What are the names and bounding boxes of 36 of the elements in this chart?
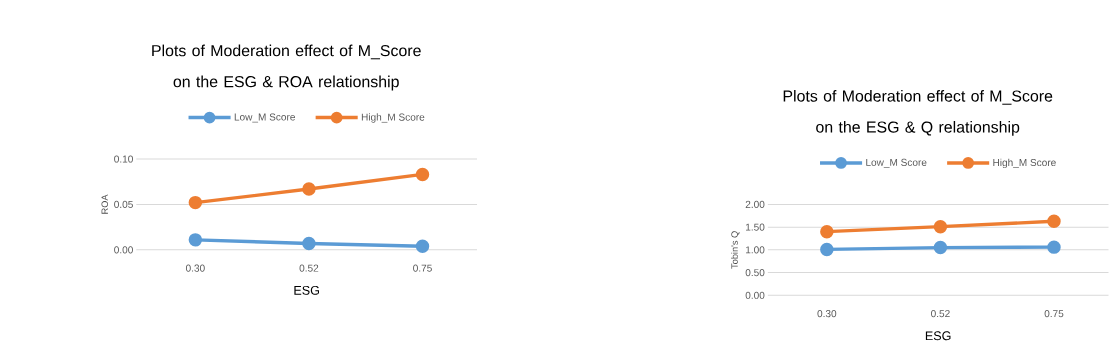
point <box>933 240 948 255</box>
x-tick-label: 0.52 <box>931 310 950 318</box>
point <box>933 219 948 234</box>
point <box>415 239 430 253</box>
point <box>188 195 203 210</box>
legend-label: High_M Score <box>993 158 1056 169</box>
y-tick-label: 1.50 <box>746 223 765 231</box>
y-tick-label: 0.00 <box>114 246 133 254</box>
x-axis-title: ESG <box>294 285 319 295</box>
point <box>302 182 316 196</box>
point <box>1047 240 1061 254</box>
y-tick-label: 1.00 <box>746 246 765 254</box>
legend-label: Low_M Score <box>866 158 927 168</box>
point <box>302 236 316 251</box>
point <box>188 233 203 247</box>
y-tick-label: 2.00 <box>745 200 765 208</box>
x-tick-label: 0.75 <box>1044 310 1064 318</box>
x-tick-label: 0.52 <box>299 264 319 272</box>
x-tick-label: 0.30 <box>817 310 837 318</box>
y-axis-title: ROA <box>101 194 108 214</box>
x-axis-title: ESG <box>925 331 951 341</box>
y-tick-label: 0.05 <box>114 200 133 208</box>
x-tick-label: 0.30 <box>185 264 205 272</box>
point <box>415 167 430 182</box>
chart-title: Plots of Moderation effect of M_Score on the ESG & ROA relationship <box>152 44 421 91</box>
point <box>820 242 834 257</box>
point <box>1047 214 1061 228</box>
chart-title: Plots of Moderation effect of M_Score on the ESG & Q relationship <box>783 90 1053 136</box>
y-tick-label: 0.00 <box>745 291 765 299</box>
y-axis-title: Tobin's Q <box>731 231 740 269</box>
legend-label: High_M Score <box>361 113 425 123</box>
x-tick-label: 0.75 <box>413 264 432 272</box>
point <box>820 224 834 239</box>
y-tick-label: 0.50 <box>745 269 765 277</box>
y-tick-label: 0.10 <box>114 155 133 163</box>
legend-label: Low_M Score <box>234 113 295 123</box>
